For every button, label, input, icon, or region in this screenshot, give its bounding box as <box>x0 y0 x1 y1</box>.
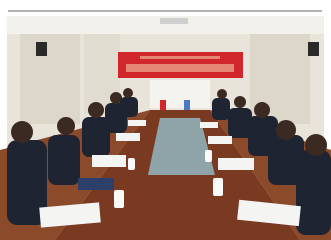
speaker <box>36 42 47 56</box>
speaker <box>308 42 319 56</box>
banner-text-blur <box>140 56 220 59</box>
wall-panel <box>20 34 80 124</box>
window <box>150 80 210 108</box>
flag <box>160 100 166 110</box>
photo-page <box>0 0 331 240</box>
banner-text-blur <box>126 64 234 72</box>
flag <box>184 100 190 110</box>
meeting-photo <box>0 16 331 240</box>
folder <box>78 178 114 190</box>
ceiling-vent <box>160 18 188 24</box>
